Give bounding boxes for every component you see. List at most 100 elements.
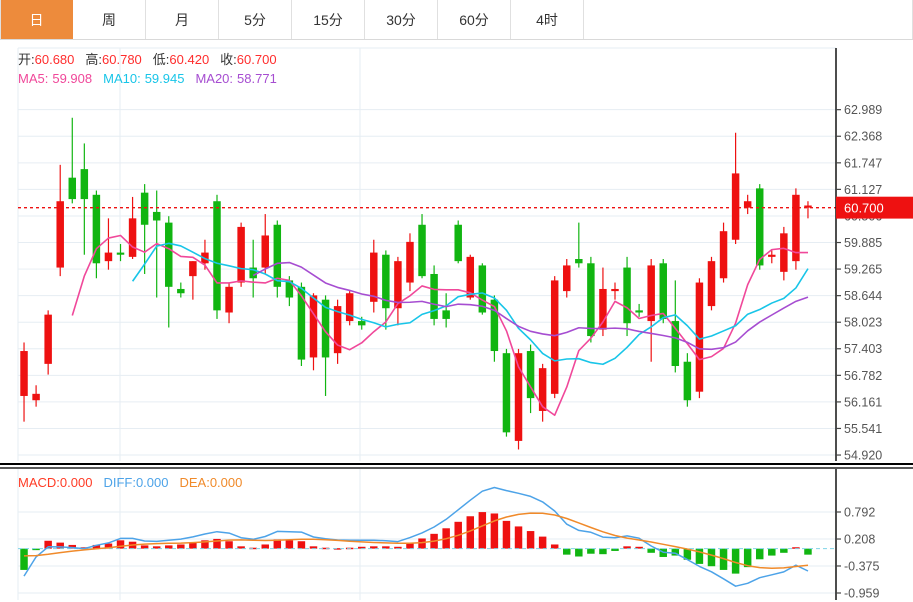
macd-histogram-bar[interactable]	[44, 540, 52, 549]
candle-body[interactable]	[442, 310, 450, 319]
candle-body[interactable]	[466, 256, 475, 298]
macd-histogram-bar[interactable]	[406, 542, 414, 549]
candle-body[interactable]	[599, 288, 607, 330]
macd-histogram-bar[interactable]	[225, 541, 233, 549]
candle-body[interactable]	[394, 261, 402, 309]
macd-histogram-bar[interactable]	[695, 548, 704, 564]
tab-60min[interactable]: 60分	[438, 0, 511, 39]
macd-histogram-bar[interactable]	[707, 548, 716, 567]
macd-histogram-bar[interactable]	[683, 548, 692, 560]
tab-day[interactable]: 日	[0, 0, 73, 39]
macd-histogram-bar[interactable]	[768, 548, 776, 556]
macd-histogram-bar[interactable]	[201, 540, 209, 549]
candle-body[interactable]	[80, 169, 89, 200]
candle-body[interactable]	[550, 280, 559, 394]
candle-body[interactable]	[792, 194, 800, 262]
candle-body[interactable]	[382, 254, 390, 309]
candle-body[interactable]	[707, 261, 716, 307]
candle-body[interactable]	[333, 306, 342, 354]
candle-body[interactable]	[587, 263, 595, 337]
macd-histogram-bar[interactable]	[526, 531, 535, 549]
macd-histogram-bar[interactable]	[321, 547, 330, 550]
candle-body[interactable]	[780, 233, 788, 272]
macd-histogram-bar[interactable]	[514, 526, 523, 549]
candle-body[interactable]	[44, 314, 52, 364]
macd-histogram-bar[interactable]	[804, 548, 812, 555]
tab-5min[interactable]: 5分	[219, 0, 292, 39]
macd-histogram-bar[interactable]	[357, 546, 366, 549]
macd-histogram-bar[interactable]	[152, 546, 161, 549]
macd-histogram-bar[interactable]	[550, 544, 559, 549]
candle-body[interactable]	[345, 293, 354, 322]
macd-histogram-bar[interactable]	[780, 548, 788, 553]
candle-body[interactable]	[189, 261, 197, 277]
macd-histogram-bar[interactable]	[140, 545, 149, 549]
macd-histogram-bar[interactable]	[382, 546, 390, 549]
macd-histogram-bar[interactable]	[611, 548, 619, 551]
candle-body[interactable]	[478, 265, 487, 313]
candle-body[interactable]	[273, 224, 282, 287]
macd-histogram-bar[interactable]	[309, 546, 318, 549]
macd-histogram-bar[interactable]	[104, 543, 113, 549]
candle-body[interactable]	[768, 254, 776, 257]
candle-body[interactable]	[490, 299, 499, 352]
macd-histogram-bar[interactable]	[177, 544, 185, 549]
price-chart-canvas[interactable]: 62.98962.36861.74761.12760.50659.88559.2…	[0, 40, 913, 463]
macd-histogram-bar[interactable]	[370, 546, 378, 549]
macd-histogram-bar[interactable]	[671, 548, 680, 556]
tab-15min[interactable]: 15分	[292, 0, 365, 39]
candle-body[interactable]	[261, 235, 269, 268]
macd-histogram-bar[interactable]	[237, 546, 245, 549]
macd-histogram-bar[interactable]	[92, 544, 101, 549]
candle-body[interactable]	[755, 188, 764, 266]
macd-histogram-bar[interactable]	[490, 513, 499, 549]
macd-histogram-bar[interactable]	[792, 547, 800, 549]
candle-body[interactable]	[297, 286, 306, 360]
candle-body[interactable]	[104, 252, 113, 262]
candle-body[interactable]	[128, 218, 137, 257]
macd-histogram-bar[interactable]	[285, 540, 294, 549]
tab-month[interactable]: 月	[146, 0, 219, 39]
macd-histogram-bar[interactable]	[575, 548, 583, 557]
macd-histogram-bar[interactable]	[68, 544, 77, 549]
candle-body[interactable]	[20, 351, 28, 396]
macd-histogram-bar[interactable]	[623, 546, 631, 549]
candle-body[interactable]	[671, 321, 680, 367]
macd-histogram-bar[interactable]	[538, 536, 547, 549]
candle-body[interactable]	[454, 224, 462, 262]
candle-body[interactable]	[647, 265, 655, 322]
candle-body[interactable]	[804, 205, 812, 208]
macd-histogram-bar[interactable]	[647, 548, 655, 553]
candle-body[interactable]	[357, 321, 366, 326]
candle-body[interactable]	[32, 393, 40, 401]
macd-histogram-bar[interactable]	[261, 544, 269, 549]
candle-body[interactable]	[731, 173, 740, 240]
candle-body[interactable]	[165, 222, 173, 287]
candle-body[interactable]	[418, 224, 426, 277]
candle-body[interactable]	[309, 295, 318, 358]
candle-body[interactable]	[177, 288, 185, 294]
macd-histogram-bar[interactable]	[32, 548, 40, 551]
candle-body[interactable]	[249, 267, 257, 279]
candle-body[interactable]	[623, 267, 631, 324]
macd-histogram-bar[interactable]	[394, 546, 402, 549]
macd-histogram-bar[interactable]	[20, 548, 28, 570]
macd-histogram-bar[interactable]	[478, 512, 487, 549]
candle-body[interactable]	[743, 201, 752, 208]
macd-histogram-bar[interactable]	[755, 548, 764, 560]
candle-body[interactable]	[514, 353, 523, 441]
macd-histogram-bar[interactable]	[466, 516, 475, 549]
macd-histogram-bar[interactable]	[587, 548, 595, 554]
candle-body[interactable]	[563, 265, 571, 292]
candle-body[interactable]	[237, 226, 245, 283]
tab-30min[interactable]: 30分	[365, 0, 438, 39]
candle-body[interactable]	[213, 201, 221, 311]
macd-histogram-bar[interactable]	[213, 538, 221, 549]
macd-histogram-bar[interactable]	[502, 520, 511, 549]
macd-chart-canvas[interactable]: 0.792 0.208 -0.375 -0.959	[0, 467, 913, 602]
macd-histogram-bar[interactable]	[273, 539, 282, 549]
candle-body[interactable]	[659, 263, 667, 319]
macd-histogram-bar[interactable]	[333, 548, 342, 550]
candle-body[interactable]	[695, 282, 704, 392]
macd-histogram-bar[interactable]	[563, 548, 571, 555]
